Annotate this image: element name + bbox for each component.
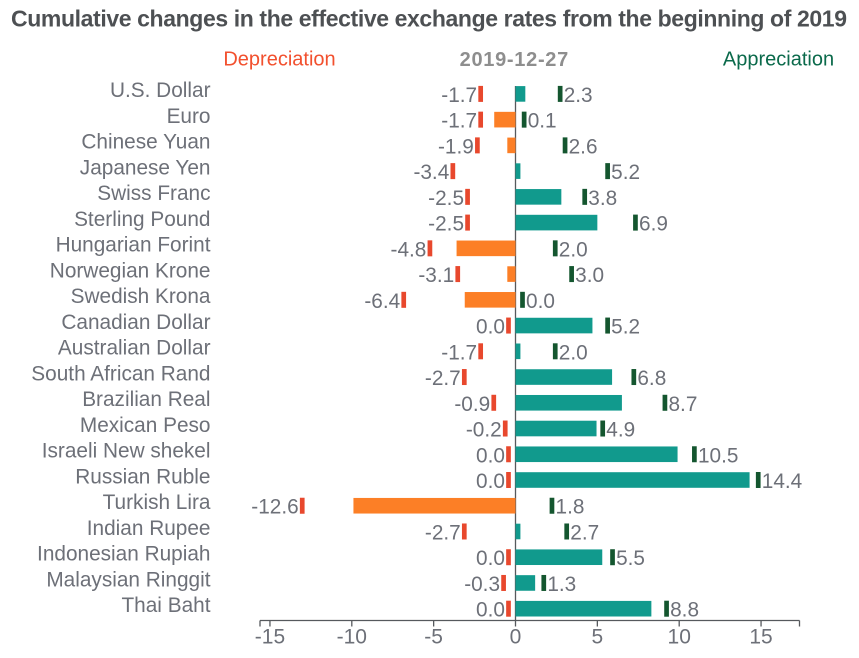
svg-text:Norwegian Krone: Norwegian Krone [50, 259, 211, 282]
svg-text:Appreciation: Appreciation [723, 49, 834, 71]
svg-text:2.0: 2.0 [559, 341, 588, 364]
svg-text:Indonesian Rupiah: Indonesian Rupiah [37, 543, 210, 566]
svg-text:Indian Rupee: Indian Rupee [87, 517, 211, 540]
svg-text:2.0: 2.0 [559, 238, 588, 261]
svg-text:-4.8: -4.8 [391, 238, 427, 261]
svg-text:Australian Dollar: Australian Dollar [58, 337, 211, 360]
svg-text:-1.9: -1.9 [438, 135, 474, 158]
svg-text:Israeli New shekel: Israeli New shekel [42, 440, 211, 463]
svg-text:Depreciation: Depreciation [223, 49, 335, 71]
svg-text:0.1: 0.1 [528, 110, 557, 133]
svg-text:-0.3: -0.3 [464, 573, 500, 596]
svg-text:-10: -10 [337, 625, 367, 648]
svg-text:-2.7: -2.7 [425, 367, 461, 390]
svg-text:3.0: 3.0 [575, 264, 604, 287]
svg-text:Malaysian Ringgit: Malaysian Ringgit [46, 568, 210, 591]
svg-text:5.5: 5.5 [616, 547, 645, 570]
svg-text:-2.5: -2.5 [428, 213, 464, 236]
svg-text:-3.4: -3.4 [413, 161, 449, 184]
svg-text:5: 5 [592, 625, 604, 648]
svg-text:Brazilian Real: Brazilian Real [82, 388, 210, 411]
svg-text:Euro: Euro [167, 105, 211, 128]
svg-text:Thai Baht: Thai Baht [121, 594, 210, 617]
svg-text:2.3: 2.3 [564, 84, 593, 107]
svg-text:Chinese Yuan: Chinese Yuan [81, 131, 210, 154]
svg-text:0.0: 0.0 [526, 290, 555, 313]
svg-text:Hungarian Forint: Hungarian Forint [56, 234, 211, 257]
svg-text:Russian Ruble: Russian Ruble [75, 465, 210, 488]
svg-text:-0.2: -0.2 [466, 419, 502, 442]
svg-text:-15: -15 [255, 625, 285, 648]
svg-text:-5: -5 [424, 625, 443, 648]
svg-text:-0.9: -0.9 [454, 393, 490, 416]
svg-text:-1.7: -1.7 [441, 341, 477, 364]
svg-text:0.0: 0.0 [476, 599, 505, 622]
svg-text:Cumulative changes in the effe: Cumulative changes in the effective exch… [11, 6, 847, 32]
svg-text:0.0: 0.0 [476, 316, 505, 339]
svg-text:8.8: 8.8 [670, 599, 699, 622]
svg-text:2019-12-27: 2019-12-27 [460, 49, 569, 71]
svg-text:10: 10 [668, 625, 691, 648]
svg-text:Swiss Franc: Swiss Franc [97, 182, 210, 205]
svg-text:2.7: 2.7 [570, 522, 599, 545]
svg-text:Swedish Krona: Swedish Krona [71, 285, 211, 308]
svg-text:South African Rand: South African Rand [31, 362, 210, 385]
svg-text:0.0: 0.0 [476, 470, 505, 493]
svg-text:0.0: 0.0 [476, 444, 505, 467]
svg-text:4.9: 4.9 [606, 419, 635, 442]
svg-text:8.7: 8.7 [668, 393, 697, 416]
svg-text:-3.1: -3.1 [418, 264, 454, 287]
svg-text:U.S. Dollar: U.S. Dollar [110, 79, 211, 102]
svg-text:0.0: 0.0 [476, 547, 505, 570]
svg-text:Canadian Dollar: Canadian Dollar [61, 311, 210, 334]
svg-text:Japanese Yen: Japanese Yen [80, 156, 211, 179]
svg-text:-2.7: -2.7 [425, 522, 461, 545]
svg-text:3.8: 3.8 [588, 187, 617, 210]
svg-text:1.3: 1.3 [547, 573, 576, 596]
svg-text:-1.7: -1.7 [441, 84, 477, 107]
svg-text:6.8: 6.8 [637, 367, 666, 390]
svg-text:Mexican Peso: Mexican Peso [80, 414, 211, 437]
svg-text:0: 0 [510, 625, 522, 648]
svg-text:-1.7: -1.7 [441, 110, 477, 133]
svg-text:2.6: 2.6 [569, 135, 598, 158]
svg-text:5.2: 5.2 [611, 316, 640, 339]
svg-text:Turkish Lira: Turkish Lira [103, 491, 211, 514]
svg-text:6.9: 6.9 [639, 213, 668, 236]
svg-text:5.2: 5.2 [611, 161, 640, 184]
svg-text:10.5: 10.5 [698, 444, 738, 467]
svg-text:1.8: 1.8 [556, 496, 585, 519]
svg-text:-6.4: -6.4 [364, 290, 400, 313]
svg-text:-2.5: -2.5 [428, 187, 464, 210]
svg-text:-12.6: -12.6 [251, 496, 298, 519]
svg-text:Sterling Pound: Sterling Pound [74, 208, 210, 231]
svg-text:14.4: 14.4 [762, 470, 802, 493]
svg-text:15: 15 [749, 625, 772, 648]
